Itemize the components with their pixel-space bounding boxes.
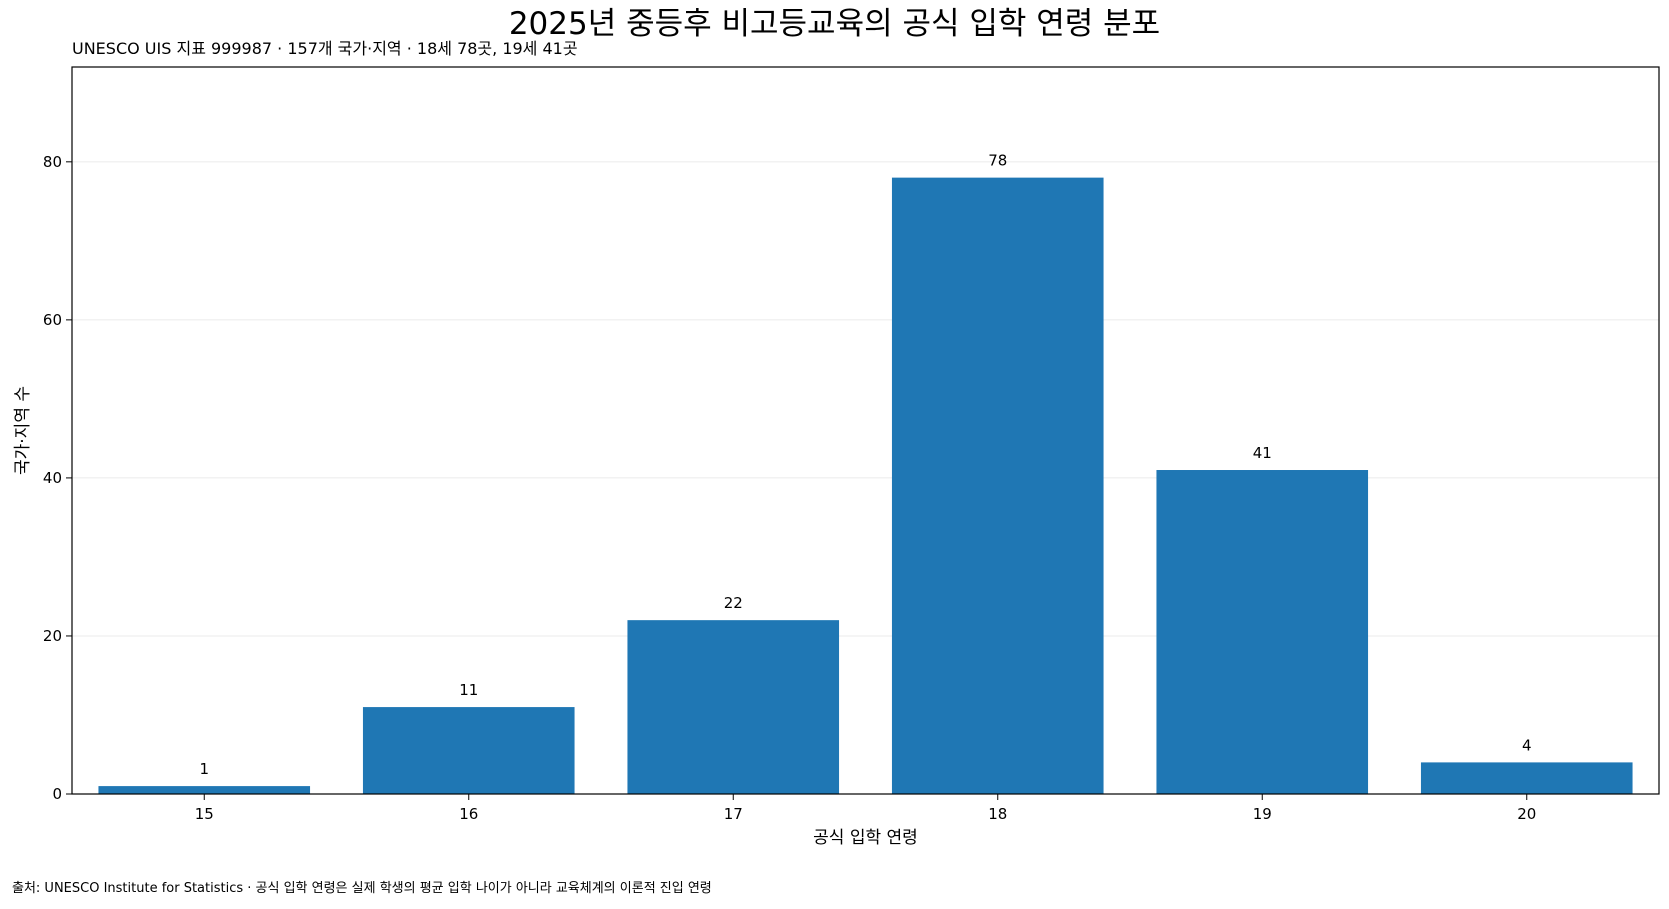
bar-17 <box>627 620 840 794</box>
x-tick-label: 16 <box>459 805 478 823</box>
x-tick-label: 18 <box>988 805 1007 823</box>
x-tick-label: 15 <box>195 805 214 823</box>
bars <box>98 177 1633 794</box>
chart-title: 2025년 중등후 비고등교육의 공식 입학 연령 분포 <box>508 6 1161 42</box>
bar-20 <box>1420 762 1633 794</box>
x-tick-label: 17 <box>724 805 743 823</box>
data-label: 78 <box>988 152 1007 170</box>
gridlines <box>72 161 1659 637</box>
data-label: 11 <box>459 681 478 699</box>
y-tick-label: 60 <box>43 311 62 329</box>
source-note: 출처: UNESCO Institute for Statistics · 공식… <box>12 881 712 896</box>
x-axis-label: 공식 입학 연령 <box>813 828 918 848</box>
bar-16 <box>362 707 575 794</box>
data-label: 4 <box>1522 736 1532 754</box>
x-tick-label: 19 <box>1253 805 1272 823</box>
y-axis-label: 국가·지역 수 <box>13 386 33 475</box>
y-tick-label: 40 <box>43 469 62 487</box>
plot-frame <box>71 66 1660 795</box>
data-label: 41 <box>1253 444 1272 462</box>
y-tick-label: 0 <box>52 785 62 803</box>
data-label: 1 <box>199 760 209 778</box>
y-tick-label: 20 <box>43 627 62 645</box>
x-tick-label: 20 <box>1517 805 1536 823</box>
bar-19 <box>1156 470 1369 794</box>
axis-ticks: 0 20 40 60 80 15 16 17 18 19 20 <box>43 153 1536 823</box>
chart-subtitle: UNESCO UIS 지표 999987 · 157개 국가·지역 · 18세 … <box>72 39 578 58</box>
bar-18 <box>891 177 1104 794</box>
y-tick-label: 80 <box>43 153 62 171</box>
bar-15 <box>98 786 311 794</box>
data-label: 22 <box>724 594 743 612</box>
